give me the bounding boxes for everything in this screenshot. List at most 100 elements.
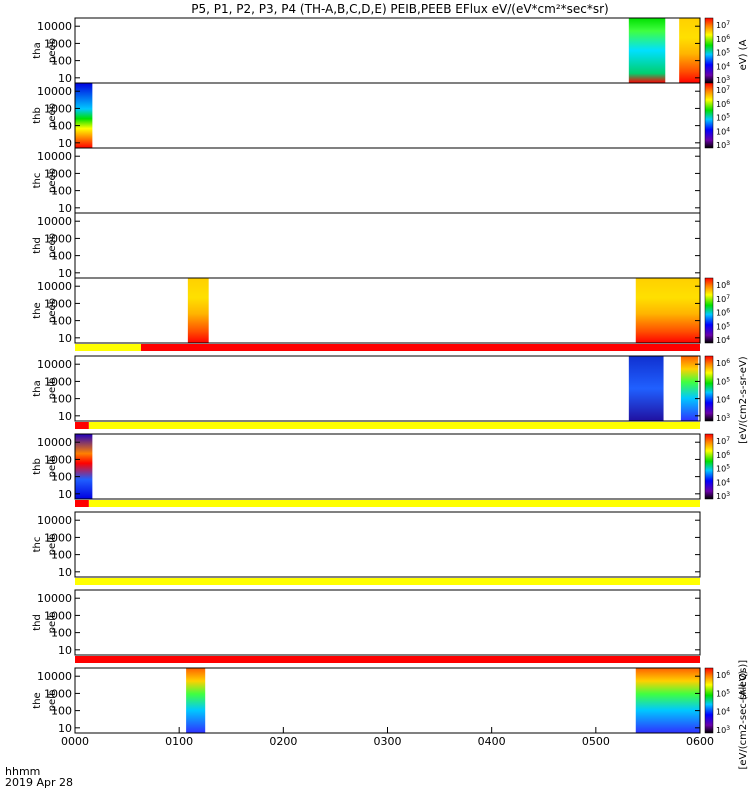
status-segment (140, 344, 700, 351)
spectrogram-panel: 10000 1000 100 10 thd peeb (32, 212, 701, 280)
y-tick-label: 1000 (44, 531, 72, 544)
colorbar-tick-label: 103 (716, 140, 730, 150)
colorbar-gradient (704, 433, 714, 500)
spectrogram-panel: 10000 1000 100 10 thd peib (32, 589, 701, 657)
panel-product-label: peeb (47, 168, 58, 193)
panel-frame (74, 277, 701, 344)
y-tick-label: 10 (58, 332, 72, 345)
panel-frame (74, 147, 701, 214)
spectrogram-block (628, 356, 664, 421)
y-tick-label: 1000 (44, 232, 72, 245)
colorbar-tick-label: 107 (716, 20, 730, 30)
panel-product-label: peeb (47, 103, 58, 128)
colorbar-tick-label: 104 (716, 61, 730, 71)
status-bar (75, 500, 700, 507)
colorbar-gradient (704, 17, 714, 84)
y-tick-label: 1000 (44, 453, 72, 466)
panel-product-label: peib (47, 534, 58, 556)
y-axis: 10000 1000 100 10 (37, 592, 700, 657)
colorbar-tick-label: 106 (716, 450, 730, 460)
colorbar-tick-label: 103 (716, 491, 730, 501)
y-tick-label: 10 (58, 644, 72, 657)
x-tick-label: 0100 (165, 735, 193, 748)
x-tick-label: 0400 (478, 735, 506, 748)
spectrogram-block (75, 83, 93, 148)
spectrogram-panel: 10000 1000 100 10 thc peib (32, 511, 701, 579)
colorbar: 108 107 106 105 104 (704, 277, 730, 345)
y-axis: 10000 1000 100 10 (37, 514, 700, 579)
colorbar: 106 105 104 103 (704, 667, 730, 735)
colorbar-gradient (704, 355, 714, 422)
y-tick-label: 1000 (44, 375, 72, 388)
figure-title: P5, P1, P2, P3, P4 (TH-A,B,C,D,E) PEIB,P… (191, 2, 608, 16)
time-axis: 0000 0100 0200 0300 0400 0500 0600 (61, 727, 714, 748)
colorbar-tick-label: 105 (716, 376, 730, 386)
status-segment (75, 422, 89, 429)
y-axis: 10000 1000 100 10 (37, 436, 700, 501)
colorbar-tick-label: 106 (716, 358, 730, 368)
colorbar: 107 106 105 104 103 (704, 82, 730, 150)
panel-probe-label: thd (32, 614, 43, 631)
colorbar-tick-label: 105 (716, 113, 730, 123)
colorbar-tick-label: 106 (716, 99, 730, 109)
y-tick-label: 10 (58, 410, 72, 423)
status-segment (75, 656, 700, 663)
panel-frame (74, 667, 701, 734)
panel-frame (74, 511, 701, 578)
panel-product-label: peeb (47, 233, 58, 258)
y-tick-label: 100 (51, 250, 72, 263)
status-bar (75, 578, 700, 585)
colorbar-tick-label: 105 (716, 688, 730, 698)
colorbar-tick-label: 107 (716, 294, 730, 304)
panel-probe-label: thb (32, 458, 43, 475)
y-tick-label: 1000 (44, 297, 72, 310)
colorbar-units-fragment: eV) (A (738, 39, 749, 70)
y-tick-label: 10000 (37, 514, 72, 527)
y-tick-label: 10 (58, 722, 72, 735)
date-label: 2019 Apr 28 (5, 776, 73, 789)
spectrogram-block (75, 434, 93, 499)
y-axis: 10000 1000 100 10 (37, 670, 700, 735)
panel-probe-label: the (32, 692, 43, 708)
panel-frame (74, 433, 701, 500)
status-segment (75, 344, 141, 351)
y-axis: 10000 1000 100 10 (37, 280, 700, 345)
y-axis: 10000 1000 100 10 (37, 20, 700, 85)
x-tick-label: 0600 (686, 735, 714, 748)
x-tick-label: 0300 (374, 735, 402, 748)
y-axis: 10000 1000 100 10 (37, 85, 700, 150)
colorbar-tick-label: 104 (716, 335, 730, 345)
spectrogram-block (635, 668, 700, 733)
y-tick-label: 100 (51, 185, 72, 198)
panel-frame (74, 17, 701, 84)
x-tick-label: 0500 (582, 735, 610, 748)
spectrogram-panel: 10000 1000 100 10 the peib (32, 667, 701, 735)
colorbar-tick-label: 106 (716, 308, 730, 318)
panel-probe-label: tha (32, 42, 43, 58)
y-tick-label: 10000 (37, 215, 72, 228)
colorbar-tick-label: 105 (716, 464, 730, 474)
y-axis: 10000 1000 100 10 (37, 358, 700, 423)
y-axis: 10000 1000 100 10 (37, 215, 700, 280)
panel-probe-label: thc (32, 537, 43, 553)
panel-probe-label: the (32, 302, 43, 318)
spectrogram-block (680, 356, 699, 421)
y-tick-label: 10000 (37, 436, 72, 449)
y-tick-label: 10000 (37, 670, 72, 683)
colorbar-tick-label: 103 (716, 725, 730, 735)
colorbar-tick-label: 106 (716, 670, 730, 680)
time-axis-label: hhmm (5, 765, 40, 778)
spectrogram-block (628, 18, 666, 83)
colorbar-tick-label: 104 (716, 395, 730, 405)
colorbar-quality-label: (All Qs)] (738, 660, 749, 700)
colorbar: 107 106 105 104 103 (704, 433, 730, 501)
spectrogram-block (187, 278, 209, 343)
status-segment (75, 578, 700, 585)
y-tick-label: 100 (51, 705, 72, 718)
panel-frame (74, 212, 701, 279)
spectrogram-panel: 10000 1000 100 10 thb peeb (32, 82, 701, 150)
y-tick-label: 10 (58, 202, 72, 215)
y-tick-label: 1000 (44, 102, 72, 115)
